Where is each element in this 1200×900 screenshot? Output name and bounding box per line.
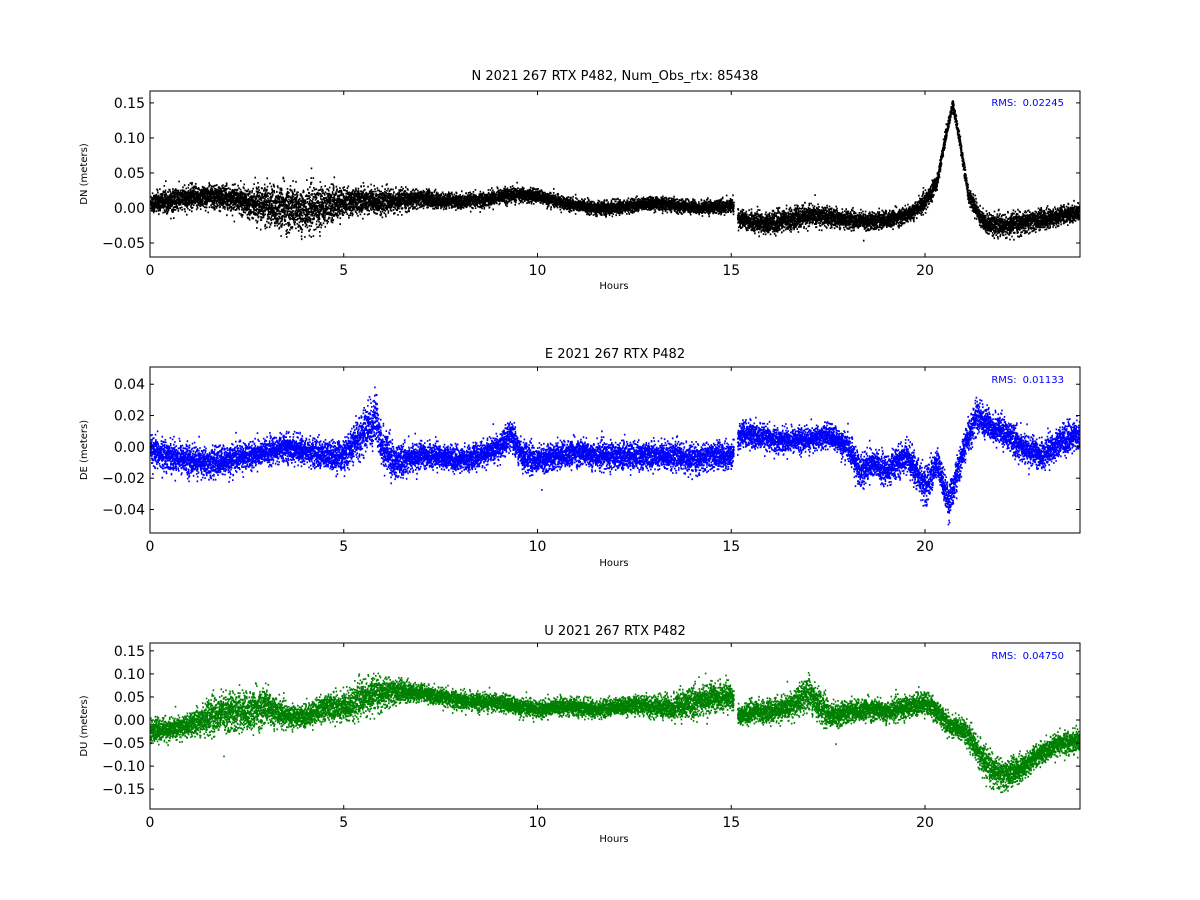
north-panel-ylabel: DN (meters) xyxy=(79,143,90,205)
up-rms-value: 0.04750 xyxy=(1023,651,1064,662)
east-xtick-label: 5 xyxy=(339,539,348,555)
north-ytick-label: −0.05 xyxy=(102,236,145,252)
east-xtick-label: 20 xyxy=(916,539,934,555)
north-panel-title: N 2021 267 RTX P482, Num_Obs_rtx: 85438 xyxy=(472,69,759,84)
up-xtick-label: 0 xyxy=(146,815,155,831)
east-ytick-label: 0.02 xyxy=(114,409,145,425)
north-rms-value: 0.02245 xyxy=(1023,98,1064,109)
up-ytick-label: −0.15 xyxy=(102,782,145,798)
east-rms-value: 0.01133 xyxy=(1023,375,1064,386)
up-xtick-label: 5 xyxy=(339,815,348,831)
up-ytick-label: 0.05 xyxy=(114,690,145,706)
east-panel-xlabel: Hours xyxy=(599,558,628,569)
east-xtick-label: 10 xyxy=(529,539,547,555)
up-xtick-label: 15 xyxy=(722,815,740,831)
north-ytick-label: 0.05 xyxy=(114,166,145,182)
north-xtick-label: 5 xyxy=(339,263,348,279)
up-rms-label: RMS: xyxy=(991,651,1016,662)
east-xtick-label: 15 xyxy=(722,539,740,555)
north-rms-label: RMS: xyxy=(991,98,1016,109)
north-data-points xyxy=(150,100,1080,242)
east-data-points xyxy=(150,386,1080,526)
east-axes-frame xyxy=(149,366,1081,534)
up-ytick-label: 0.10 xyxy=(114,667,145,683)
up-data-points xyxy=(150,672,1080,794)
up-axes-frame xyxy=(149,642,1081,810)
up-xtick-label: 20 xyxy=(916,815,934,831)
up-ytick-label: −0.05 xyxy=(102,736,145,752)
north-xtick-label: 0 xyxy=(146,263,155,279)
up-ytick-label: 0.00 xyxy=(114,713,145,729)
north-xtick-label: 10 xyxy=(529,263,547,279)
east-ytick-label: 0.00 xyxy=(114,440,145,456)
north-panel: N 2021 267 RTX P482, Num_Obs_rtx: 85438 … xyxy=(79,69,1081,292)
up-panel-title: U 2021 267 RTX P482 xyxy=(544,624,686,639)
north-panel-rms: RMS: 0.02245 xyxy=(991,98,1064,109)
up-panel-ylabel: DU (meters) xyxy=(79,695,90,756)
east-xtick-label: 0 xyxy=(146,539,155,555)
north-xtick-label: 20 xyxy=(916,263,934,279)
north-ytick-label: 0.10 xyxy=(114,131,145,147)
up-ytick-label: −0.10 xyxy=(102,759,145,775)
east-ytick-label: −0.04 xyxy=(102,503,145,519)
east-ytick-label: −0.02 xyxy=(102,471,145,487)
up-ytick-label: 0.15 xyxy=(114,644,145,660)
east-panel-title: E 2021 267 RTX P482 xyxy=(545,347,685,362)
up-scatter-points xyxy=(150,672,1080,794)
up-xtick-label: 10 xyxy=(529,815,547,831)
north-ytick-label: 0.00 xyxy=(114,201,145,217)
east-panel-ylabel: DE (meters) xyxy=(79,420,90,480)
up-panel-xlabel: Hours xyxy=(599,834,628,845)
north-panel-xlabel: Hours xyxy=(599,281,628,292)
north-xtick-label: 15 xyxy=(722,263,740,279)
east-rms-label: RMS: xyxy=(991,375,1016,386)
east-panel-rms: RMS: 0.01133 xyxy=(991,375,1064,386)
north-scatter-points xyxy=(150,100,1080,242)
up-panel: U 2021 267 RTX P482 Hours DU (meters) RM… xyxy=(79,624,1081,845)
east-panel: E 2021 267 RTX P482 Hours DE (meters) RM… xyxy=(79,347,1081,569)
east-scatter-points xyxy=(150,386,1080,526)
north-axes-frame xyxy=(149,90,1081,258)
east-ytick-label: 0.04 xyxy=(114,377,145,393)
north-ytick-label: 0.15 xyxy=(114,96,145,112)
up-panel-rms: RMS: 0.04750 xyxy=(991,651,1064,662)
